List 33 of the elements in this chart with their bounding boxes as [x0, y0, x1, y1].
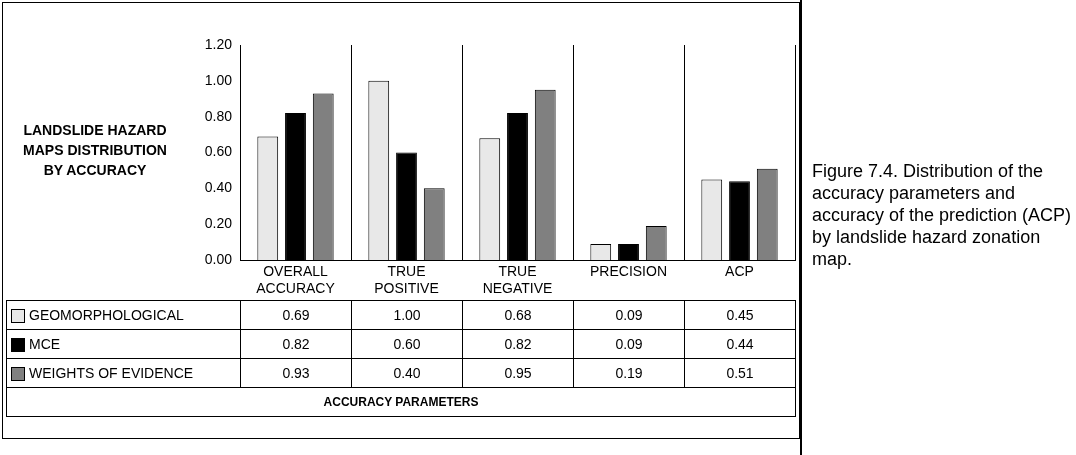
y-tick-label: 0.60 — [204, 143, 233, 160]
data-label: 0.19 — [573, 358, 685, 388]
legend-label: MCE — [6, 329, 241, 359]
y-tick-label: 0.40 — [204, 179, 233, 196]
legend-label: WEIGHTS OF EVIDENCE — [6, 358, 241, 388]
caption: Figure 7.4. Distribution of the accuracy parameters and accuracy of the prediction (ACP) by landslide hazard zonation map. — [812, 160, 1072, 270]
text: ACCURACY PARAMETERS — [6, 387, 796, 417]
x-tick-label: TRUE NEGATIVE — [482, 263, 553, 297]
x-tick-label: PRECISION — [589, 263, 668, 280]
legend-label: GEOMORPHOLOGICAL — [6, 300, 241, 330]
x-tick-label: TRUE POSITIVE — [374, 263, 439, 297]
x-tick-label: ACP — [725, 263, 754, 280]
data-label: 1.00 — [351, 300, 463, 330]
data-label: 0.09 — [573, 300, 685, 330]
data-label: 0.69 — [240, 300, 352, 330]
data-label: 0.45 — [684, 300, 796, 330]
data-label: 0.60 — [351, 329, 463, 359]
data-label: 0.09 — [573, 329, 685, 359]
y-tick-label: 0.80 — [204, 107, 233, 124]
data-label: 0.51 — [684, 358, 796, 388]
data-label: 0.95 — [462, 358, 574, 388]
data-label: 0.93 — [240, 358, 352, 388]
y-tick-label: 0.20 — [204, 215, 233, 232]
data-label: 0.82 — [462, 329, 574, 359]
data-label: 0.40 — [351, 358, 463, 388]
y-axis-title: LANDSLIDE HAZARD MAPS DISTRIBUTION BY ACCURACY — [22, 121, 168, 180]
x-tick-label: OVERALL ACCURACY — [256, 263, 336, 297]
data-label: 0.82 — [240, 329, 352, 359]
y-tick-label: 1.00 — [204, 71, 233, 88]
data-label: 0.68 — [462, 300, 574, 330]
data-label: 0.44 — [684, 329, 796, 359]
y-tick-label: 0.00 — [204, 250, 233, 267]
y-tick-label: 1.20 — [204, 35, 233, 52]
